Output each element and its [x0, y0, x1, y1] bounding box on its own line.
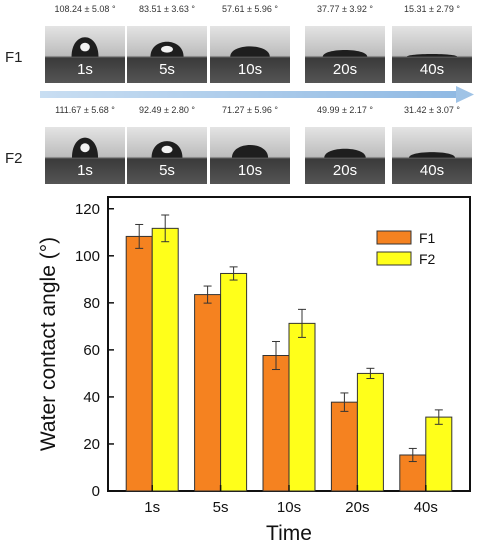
y-tick-label: 120 [75, 201, 100, 218]
y-tick-label: 20 [83, 436, 100, 453]
droplet-highlight-icon [161, 45, 173, 53]
y-tick-label: 60 [83, 342, 100, 359]
bar-chart: 0 20 40 60 80 100 120 1s 5s 10s 20s 40s Time Water co… [37, 196, 471, 545]
bar-f1-5s [194, 294, 222, 492]
photo-time-label: 5s [159, 162, 175, 179]
photo-time-label: 10s [238, 162, 262, 179]
legend-label-f2: F2 [419, 251, 436, 267]
arrow-head-icon [456, 86, 474, 103]
angle-caption: 37.77 ± 3.92 ° [317, 4, 373, 14]
droplet-highlight-icon [80, 143, 90, 153]
legend-label-f1: F1 [419, 230, 436, 246]
photo-time-label: 20s [333, 61, 357, 78]
x-tick-label: 10s [277, 499, 301, 516]
droplet-icon [231, 144, 269, 158]
droplet-highlight-icon [161, 145, 173, 154]
bar-f2-40s [425, 416, 453, 492]
angle-caption: 57.61 ± 5.96 ° [222, 4, 278, 14]
droplet-icon [324, 148, 366, 158]
photo-time-label: 1s [77, 162, 93, 179]
y-axis-title: Water contact angle (°) [37, 237, 60, 451]
x-tick-label: 5s [213, 499, 229, 516]
bar-f2-20s [356, 372, 384, 492]
arrow-shaft [40, 91, 458, 98]
bar-f2-10s [288, 322, 316, 492]
angle-caption: 108.24 ± 5.08 ° [54, 4, 115, 14]
angle-caption: 71.27 ± 5.96 ° [222, 105, 278, 115]
bar-f1-10s [262, 355, 290, 492]
droplet-icon [230, 46, 270, 57]
photo-time-label: 10s [238, 61, 262, 78]
angle-caption: 15.31 ± 2.79 ° [404, 4, 460, 14]
angle-caption: 31.42 ± 3.07 ° [404, 105, 460, 115]
photo-time-label: 1s [77, 61, 93, 78]
legend-swatch-f1 [376, 230, 412, 245]
angle-caption: 83.51 ± 3.63 ° [139, 4, 195, 14]
time-arrow [40, 86, 474, 103]
bar-f1-20s [330, 401, 358, 492]
photo-time-label: 40s [420, 162, 444, 179]
angle-caption: 111.67 ± 5.68 ° [55, 105, 115, 115]
droplet-photo-strip: F1 1s 108.24 ± 5.08 ° 5s 83.51 ± 3.63 ° 10s 57… [5, 4, 472, 184]
photo-time-label: 5s [159, 61, 175, 78]
droplet-highlight-icon [80, 42, 90, 52]
y-tick-label: 0 [92, 483, 100, 500]
droplet-icon [406, 54, 458, 57]
angle-caption: 92.49 ± 2.80 ° [139, 105, 195, 115]
row-label-f1: F1 [5, 49, 23, 66]
angle-caption: 49.99 ± 2.17 ° [317, 105, 373, 115]
bar-f1-1s [125, 235, 153, 492]
bar-f2-5s [220, 272, 248, 492]
y-tick-label: 80 [83, 295, 100, 312]
legend-swatch-f2 [376, 251, 412, 266]
y-tick-label: 100 [75, 248, 100, 265]
droplet-icon [322, 49, 368, 57]
photo-time-label: 20s [333, 162, 357, 179]
x-axis-title: Time [266, 522, 312, 545]
x-tick-label: 40s [414, 499, 438, 516]
y-tick-label: 40 [83, 389, 100, 406]
droplet-icon [408, 152, 456, 158]
bar-f2-1s [151, 227, 179, 492]
row-label-f2: F2 [5, 150, 23, 167]
x-tick-label: 20s [345, 499, 369, 516]
x-tick-label: 1s [144, 499, 160, 516]
photo-time-label: 40s [420, 61, 444, 78]
